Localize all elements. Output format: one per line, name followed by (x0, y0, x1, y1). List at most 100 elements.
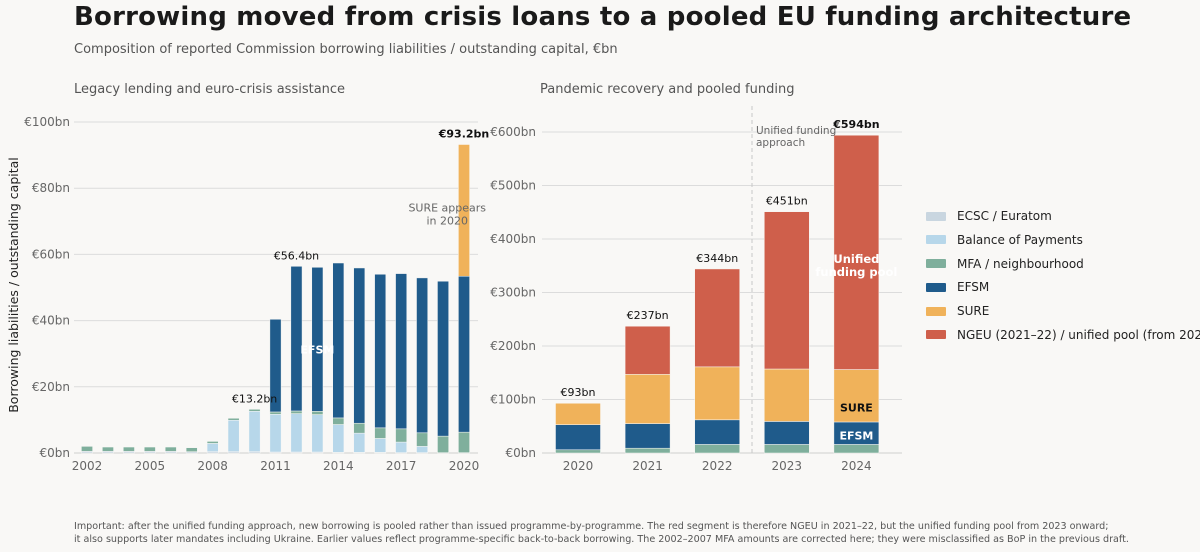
x-tick-label: 2023 (772, 459, 803, 473)
legend-item-efsm: EFSM (926, 279, 1200, 295)
bar-segment-sure (555, 402, 601, 425)
annotation-text: EFSM (839, 430, 873, 443)
bar-segment-efsm (353, 267, 366, 424)
legend-swatch (926, 211, 946, 221)
panel-title-2: Pandemic recovery and pooled funding (540, 82, 794, 97)
bar-segment-sure (764, 368, 810, 422)
annotation-text: Unified funding (756, 125, 836, 137)
bar-segment-mfa (206, 441, 219, 444)
bar-segment-mfa (143, 446, 156, 452)
bar-segment-mfa (555, 449, 601, 454)
annotation-text: in 2020 (426, 214, 468, 227)
bar-segment-bop (290, 413, 303, 453)
bar-segment-ngeu (694, 268, 740, 368)
bar-segment-bop (206, 443, 219, 452)
bar-segment-efsm (290, 266, 303, 412)
legend-swatch (926, 235, 946, 245)
bar-segment-bop (227, 419, 240, 452)
annotation-text: SURE appears (408, 201, 486, 214)
y-tick-label: €200bn (490, 339, 536, 353)
legend: ECSC / Euratom Balance of Payments MFA / n… (926, 208, 1200, 351)
y-tick-label: €300bn (490, 286, 536, 300)
legend-item-sure: SURE (926, 303, 1200, 319)
bar-segment-bop (269, 414, 282, 453)
x-tick-label: 2008 (197, 459, 228, 473)
bar-segment-mfa (624, 447, 671, 454)
panel-title-1: Legacy lending and euro-crisis assistanc… (74, 82, 345, 97)
legend-swatch (926, 330, 946, 340)
bar-segment-efsm (332, 262, 345, 419)
y-tick-label: €100bn (490, 393, 536, 407)
data-label: €13.2bn (232, 392, 277, 405)
chart-title: Borrowing moved from crisis loans to a p… (74, 2, 1132, 32)
legend-label: NGEU (2021–22) / unified pool (from 2023… (957, 327, 1200, 342)
data-label: €56.4bn (274, 249, 319, 262)
bar-segment-efsm (624, 423, 671, 449)
bar-segment-mfa (833, 444, 880, 454)
chart-subtitle: Composition of reported Commission borro… (74, 42, 618, 57)
bar-segment-mfa (227, 417, 240, 421)
x-tick-label: 2002 (72, 459, 103, 473)
bar-segment-mfa (437, 435, 449, 453)
bar-segment-ngeu (833, 134, 880, 370)
legend-label: ECSC / Euratom (957, 209, 1052, 223)
bar-segment-efsm (437, 280, 449, 437)
legend-item-ngeu: NGEU (2021–22) / unified pool (from 2023… (926, 327, 1200, 343)
legend-label: SURE (957, 304, 990, 319)
y-axis-label: Borrowing liabilities / outstanding capi… (6, 157, 21, 413)
bar-segment-sure (833, 369, 880, 423)
bar-segment-efsm (416, 277, 428, 434)
legend-swatch (926, 259, 946, 269)
y-tick-label: €500bn (490, 179, 536, 193)
legend-label: Balance of Payments (957, 232, 1083, 247)
legend-swatch (926, 282, 946, 292)
bar-segment-efsm (764, 421, 810, 445)
bar-segment-mfa (123, 446, 135, 452)
x-tick-label: 2022 (702, 459, 733, 473)
annotation-text: approach (756, 137, 805, 149)
bar-segment-mfa (185, 447, 198, 452)
y-tick-label: €80bn (32, 181, 70, 195)
data-label: €93.2bn (438, 128, 490, 141)
bar-segment-mfa (395, 428, 408, 443)
bar-segment-ngeu (624, 325, 671, 375)
bar-segment-bop (353, 432, 366, 453)
bar-segment-sure (624, 374, 671, 424)
footnote-line-2: it also supports later mandates includin… (74, 534, 1129, 545)
x-tick-label: 2020 (563, 459, 594, 473)
bar-segment-efsm (694, 419, 740, 445)
annotation-text: EFSM (300, 344, 334, 357)
bar-segment-efsm (374, 274, 387, 429)
x-tick-label: 2020 (449, 459, 480, 473)
data-label: €93bn (561, 386, 596, 399)
bar-segment-mfa (374, 427, 387, 439)
data-label: €344bn (696, 252, 738, 265)
bar-segment-bop (311, 414, 324, 453)
x-tick-label: 2005 (135, 459, 166, 473)
bar-segment-efsm (395, 273, 408, 430)
y-tick-label: €100bn (24, 115, 70, 129)
y-tick-label: €0bn (40, 446, 71, 460)
footnote-line-1: Important: after the unified funding app… (74, 521, 1109, 532)
bar-segment-bop (374, 438, 387, 453)
footnote: Important: after the unified funding app… (74, 520, 1129, 546)
bar-segment-mfa (416, 432, 428, 447)
bar-segment-bop (332, 424, 345, 453)
x-tick-label: 2024 (841, 459, 872, 473)
bar-segment-mfa (694, 444, 740, 454)
x-tick-label: 2021 (632, 459, 663, 473)
y-tick-label: €600bn (490, 125, 536, 139)
bar-segment-mfa (164, 446, 177, 452)
bar-segment-sure (458, 144, 470, 277)
bar-segment-mfa (290, 410, 303, 414)
y-tick-label: €40bn (32, 314, 70, 328)
bar-segment-mfa (248, 409, 261, 412)
bar-segment-sure (694, 366, 740, 421)
bar-segment-efsm (458, 275, 470, 433)
legend-label: EFSM (957, 280, 990, 295)
legend-item-ecsc: ECSC / Euratom (926, 208, 1200, 224)
bar-segment-bop (395, 441, 408, 453)
y-tick-label: €60bn (32, 247, 70, 261)
bar-segment-mfa (764, 444, 810, 454)
legend-swatch (926, 306, 946, 316)
